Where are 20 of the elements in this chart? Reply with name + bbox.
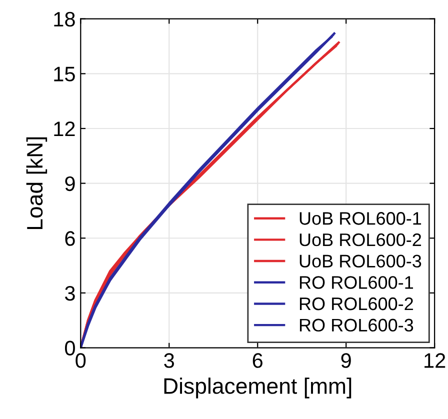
legend-label: RO ROL600-1 — [300, 276, 414, 289]
legend-label: UoB ROL600-1 — [300, 212, 422, 225]
legend-label: RO ROL600-2 — [300, 297, 413, 310]
y-axis-title: Load [kN] — [26, 137, 48, 230]
x-tick-label: 9 — [341, 353, 351, 368]
y-tick-label: 15 — [54, 66, 75, 82]
x-axis-title: Displacement [mm] — [164, 378, 352, 398]
y-tick-label: 9 — [65, 176, 75, 192]
legend-label: UoB ROL600-3 — [300, 254, 422, 268]
y-tick-label: 0 — [65, 340, 75, 356]
legend-label: UoB ROL600-2 — [300, 233, 422, 246]
x-tick-label: 0 — [76, 353, 86, 368]
y-tick-label: 18 — [54, 12, 75, 27]
y-tick-label: 12 — [54, 121, 75, 136]
y-tick-label: 6 — [65, 231, 75, 246]
legend-label: RO ROL600-3 — [300, 318, 414, 332]
x-tick-label: 12 — [424, 353, 446, 368]
y-tick-label: 3 — [64, 286, 75, 301]
x-tick-label: 6 — [252, 353, 262, 368]
x-tick-label: 3 — [164, 353, 174, 368]
